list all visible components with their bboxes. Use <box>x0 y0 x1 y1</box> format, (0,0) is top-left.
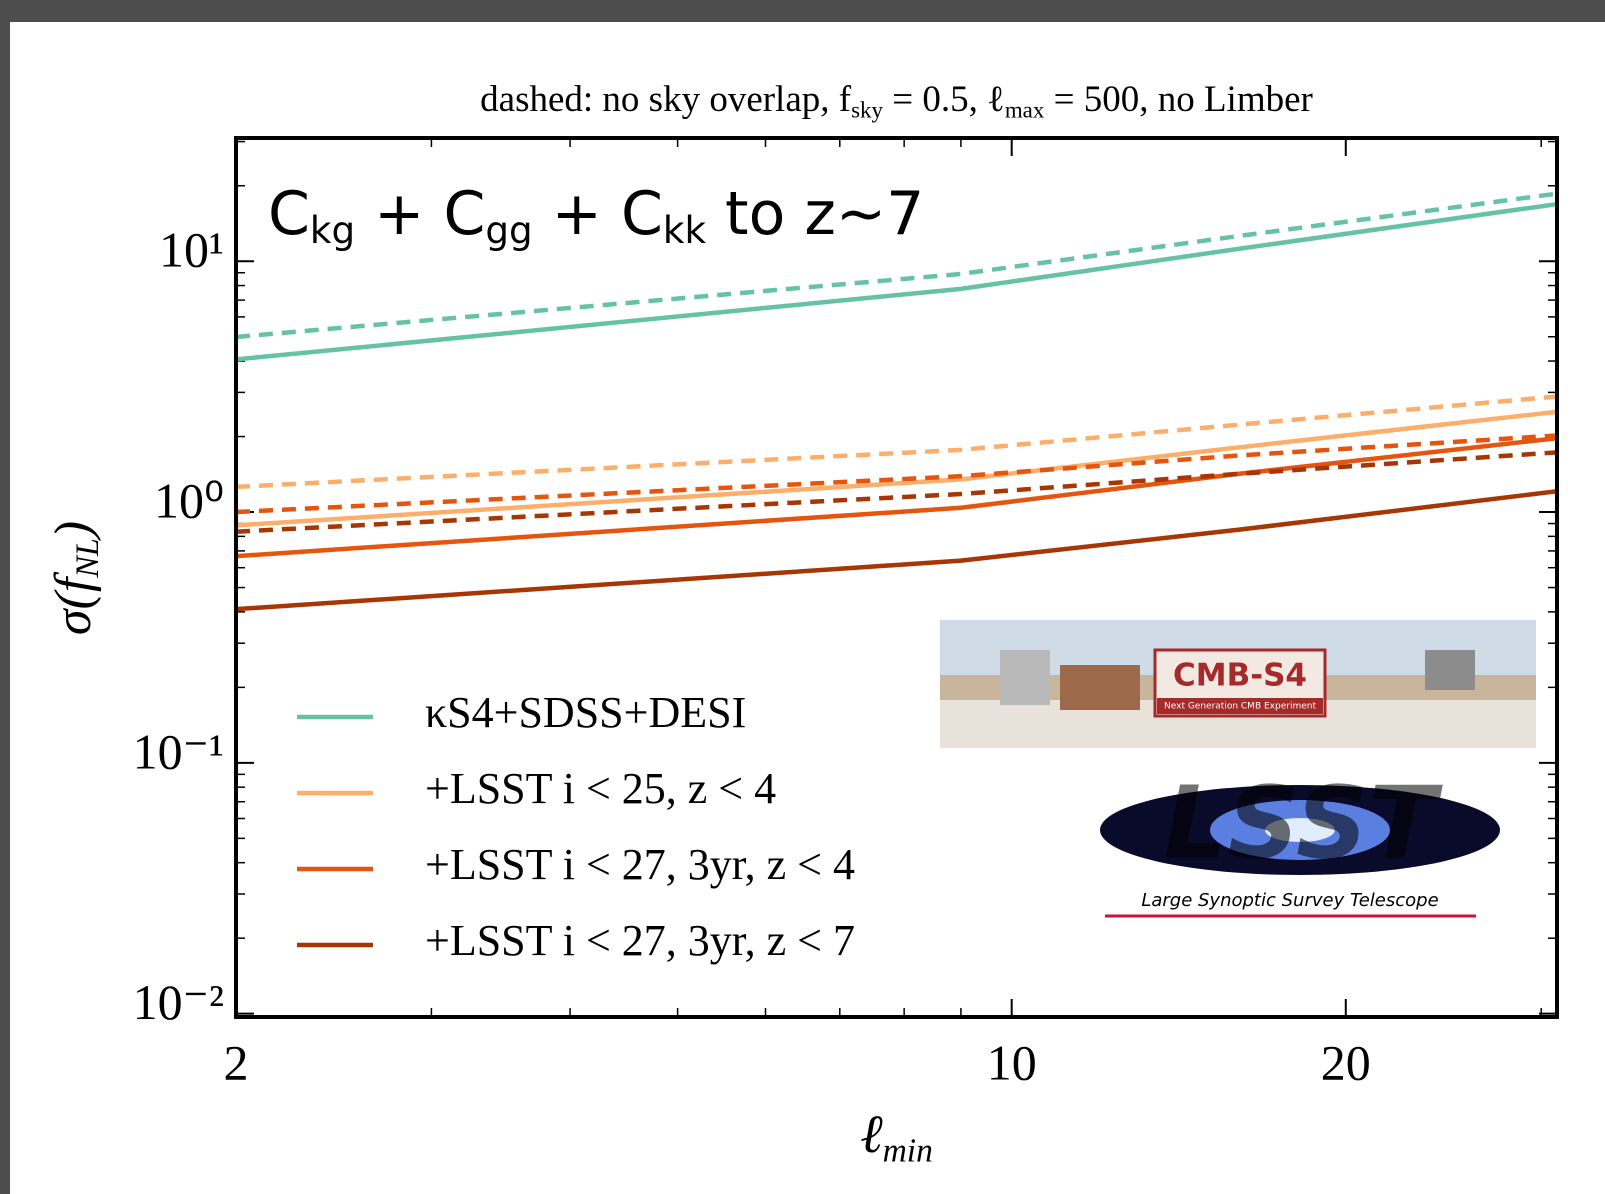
cmb-logo-subtitle: Next Generation CMB Experiment <box>1164 702 1316 712</box>
chart-title-part: = 500, no Limber <box>1044 79 1313 120</box>
x-tick-label: 10 <box>987 1034 1037 1090</box>
lsst-logo-subtitle: Large Synoptic Survey Telescope <box>1141 890 1438 911</box>
x-axis-label-sub: min <box>883 1132 933 1169</box>
legend-label: +LSST i < 25, z < 4 <box>425 764 776 813</box>
annotation-part: C <box>268 179 310 249</box>
chart-title: dashed: no sky overlap, fsky = 0.5, ℓmax… <box>480 79 1313 122</box>
chart-title-part: = 0.5, <box>883 79 987 120</box>
chart-title-sub: max <box>1005 98 1045 123</box>
chart-title-part: f <box>839 79 852 120</box>
y-tick-label: 10⁻¹ <box>133 723 224 779</box>
x-axis-label-part: ℓ <box>860 1104 883 1164</box>
annotation: Ckg + Cgg + Ckk to z~7 <box>268 179 924 252</box>
lsst-logo-title: LSST <box>1164 764 1443 881</box>
chart-title-part: dashed: no sky overlap, <box>480 79 839 120</box>
annotation-sub: kk <box>663 208 707 252</box>
y-axis-label-sub: NL <box>69 538 105 578</box>
y-axis-label: σ(fNL) <box>45 521 105 635</box>
page: {"chart_data": {"type": "line", "title":… <box>0 0 1605 1194</box>
x-tick-label: 20 <box>1321 1034 1371 1090</box>
y-axis-label-part: ) <box>45 521 102 541</box>
annotation-sub: gg <box>485 208 532 252</box>
y-tick-label: 10⁰ <box>154 473 224 529</box>
legend-label: +LSST i < 27, 3yr, z < 4 <box>425 840 855 889</box>
cmb-logo-title: CMB-S4 <box>1173 658 1307 694</box>
legend-label: κS4+SDSS+DESI <box>425 688 746 737</box>
y-tick-label: 10¹ <box>159 222 224 278</box>
annotation-part: + C <box>533 179 663 249</box>
x-tick-label: 2 <box>224 1034 249 1090</box>
y-tick-label: 10⁻² <box>133 974 224 1030</box>
annotation-part: + C <box>355 179 485 249</box>
legend-label: +LSST i < 27, 3yr, z < 7 <box>425 916 855 965</box>
chart: CMB-S4 Next Generation CMB Experiment LS… <box>0 0 1605 1194</box>
chart-title-part: ℓ <box>987 79 1005 120</box>
y-axis-label-part: σ( <box>45 589 102 635</box>
cmb-logo: CMB-S4 Next Generation CMB Experiment <box>940 620 1536 748</box>
annotation-sub: kg <box>310 208 355 252</box>
annotation-part: to z~7 <box>706 179 924 249</box>
chart-title-sub: sky <box>851 98 883 123</box>
